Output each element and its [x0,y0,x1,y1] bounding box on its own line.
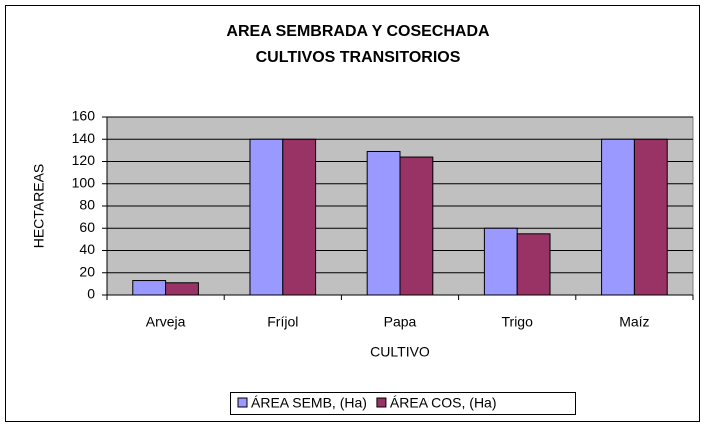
y-tick-label: 120 [72,152,96,168]
bar [165,282,199,296]
bar [601,138,635,296]
bar [483,227,518,296]
y-tick-label: 160 [72,108,96,124]
y-tick-label: 60 [79,219,95,235]
bar [249,138,284,296]
y-tick-label: 0 [87,286,95,302]
bar [282,138,317,296]
bar [132,280,167,296]
y-axis-label: HECTAREAS [31,164,47,249]
x-tick-label: Papa [384,314,417,330]
bar [366,150,401,296]
y-tick-label: 20 [79,263,95,279]
legend-label: ÁREA COS, (Ha) [390,395,497,411]
y-tick-label: 140 [72,130,96,146]
chart-subtitle: CULTIVOS TRANSITORIOS [256,49,461,66]
x-axis-label: CULTIVO [370,344,430,360]
chart-title: AREA SEMBRADA Y COSECHADA [226,23,490,40]
x-tick-label: Fríjol [267,314,298,330]
legend-box [230,392,576,415]
y-tick-label: 100 [72,174,96,190]
legend-swatch [376,397,387,408]
x-tick-label: Arveja [146,314,186,330]
x-tick-label: Maíz [619,314,649,330]
bar [399,156,434,296]
legend-label: ÁREA SEMB, (Ha) [251,395,367,411]
y-tick-label: 40 [79,241,95,257]
bar [516,233,551,296]
bar [633,138,668,296]
legend-swatch [237,397,248,408]
x-tick-label: Trigo [502,314,534,330]
y-tick-label: 80 [79,197,95,213]
